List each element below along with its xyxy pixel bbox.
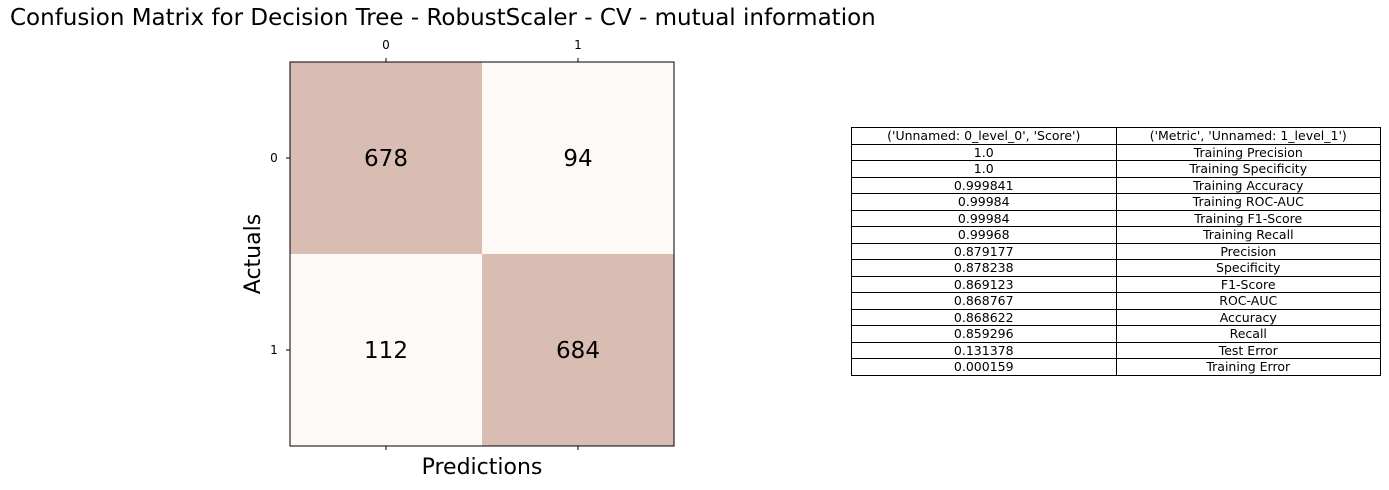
- table-row: 0.878238 Specificity: [851, 259, 1381, 277]
- score-cell: 0.99984: [851, 193, 1117, 211]
- metrics-table: ('Unnamed: 0_level_0', 'Score') ('Metric…: [851, 127, 1381, 376]
- score-cell: 0.868767: [851, 292, 1117, 310]
- matrix-value-1-1: 684: [556, 338, 600, 364]
- score-cell: 0.859296: [851, 325, 1117, 343]
- metric-cell: Specificity: [1115, 259, 1381, 277]
- score-cell: 0.869123: [851, 275, 1117, 293]
- matrix-cell-0-1: [482, 62, 674, 254]
- y-tick-label-1: 1: [270, 343, 278, 357]
- score-cell: 0.000159: [851, 358, 1117, 376]
- table-row: 0.99984 Training F1-Score: [851, 209, 1381, 227]
- table-row: 0.99968 Training Recall: [851, 226, 1381, 244]
- table-header-metric: ('Metric', 'Unnamed: 1_level_1'): [1115, 127, 1381, 145]
- y-tick-label-0: 0: [270, 151, 278, 165]
- plot-frame: [289, 61, 675, 447]
- score-cell: 0.878238: [851, 259, 1117, 277]
- score-cell: 1.0: [851, 160, 1117, 178]
- table-row: 0.131378 Test Error: [851, 341, 1381, 359]
- table-row: 0.999841 Training Accuracy: [851, 176, 1381, 194]
- metric-cell: Recall: [1115, 325, 1381, 343]
- metric-cell: Training F1-Score: [1115, 209, 1381, 227]
- metric-cell: Test Error: [1115, 341, 1381, 359]
- table-header-score: ('Unnamed: 0_level_0', 'Score'): [851, 127, 1117, 145]
- chart-title: Confusion Matrix for Decision Tree - Rob…: [10, 5, 876, 31]
- matrix-value-1-0: 112: [364, 338, 408, 364]
- metric-cell: Precision: [1115, 242, 1381, 260]
- metric-cell: Training Accuracy: [1115, 176, 1381, 194]
- table-row: 0.868767 ROC-AUC: [851, 292, 1381, 310]
- score-cell: 0.879177: [851, 242, 1117, 260]
- score-cell: 0.131378: [851, 341, 1117, 359]
- table-row: 1.0 Training Specificity: [851, 160, 1381, 178]
- table-row: 0.99984 Training ROC-AUC: [851, 193, 1381, 211]
- x-axis-label: Predictions: [422, 455, 543, 480]
- x-tick-label-0: 0: [382, 38, 390, 52]
- table-row: 0.879177 Precision: [851, 242, 1381, 260]
- score-cell: 1.0: [851, 143, 1117, 161]
- metric-cell: Accuracy: [1115, 308, 1381, 326]
- matrix-cell-1-1: [482, 254, 674, 446]
- y-axis-label: Actuals: [241, 214, 266, 294]
- metric-cell: Training ROC-AUC: [1115, 193, 1381, 211]
- table-row: 0.000159 Training Error: [851, 358, 1381, 376]
- metric-cell: Training Precision: [1115, 143, 1381, 161]
- matrix-cell-1-0: [290, 254, 482, 446]
- table-header-row: ('Unnamed: 0_level_0', 'Score') ('Metric…: [851, 127, 1381, 145]
- table-row: 0.859296 Recall: [851, 325, 1381, 343]
- score-cell: 0.999841: [851, 176, 1117, 194]
- metric-cell: Training Error: [1115, 358, 1381, 376]
- x-tick-label-1: 1: [574, 38, 582, 52]
- score-cell: 0.868622: [851, 308, 1117, 326]
- table-row: 0.868622 Accuracy: [851, 308, 1381, 326]
- table-row: 0.869123 F1-Score: [851, 275, 1381, 293]
- metric-cell: Training Recall: [1115, 226, 1381, 244]
- matrix-cell-0-0: [290, 62, 482, 254]
- metric-cell: ROC-AUC: [1115, 292, 1381, 310]
- confusion-matrix-chart: 0 1 0 1 678 94 112 684 Predictions Actuals: [241, 38, 675, 480]
- metric-cell: Training Specificity: [1115, 160, 1381, 178]
- score-cell: 0.99984: [851, 209, 1117, 227]
- metrics-table-container: ('Unnamed: 0_level_0', 'Score') ('Metric…: [851, 127, 1381, 376]
- table-row: 1.0 Training Precision: [851, 143, 1381, 161]
- metric-cell: F1-Score: [1115, 275, 1381, 293]
- score-cell: 0.99968: [851, 226, 1117, 244]
- matrix-value-0-0: 678: [364, 146, 408, 172]
- matrix-value-0-1: 94: [563, 146, 592, 172]
